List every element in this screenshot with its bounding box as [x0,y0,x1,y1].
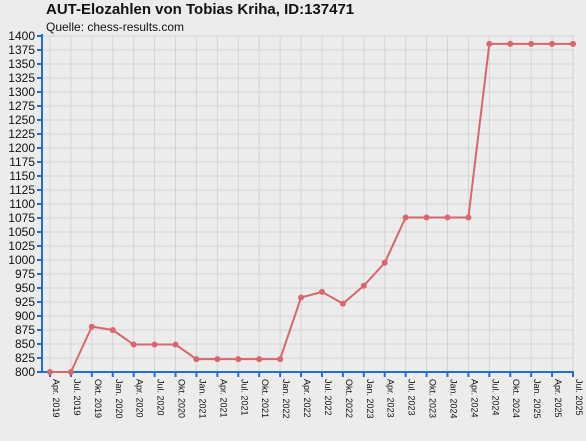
data-point [151,341,158,348]
y-tick-label: 1175 [9,155,35,169]
y-tick-label: 975 [15,267,35,281]
data-point [318,288,325,295]
data-point [256,356,263,363]
data-point [486,40,493,47]
x-tick-label: Jan. 2021 [197,379,207,419]
y-tick-label: 1100 [9,197,35,211]
data-point [277,356,284,363]
x-tick-label: Okt. 2020 [177,379,187,418]
y-tick-label: 1075 [8,211,35,225]
data-point [339,300,346,307]
y-tick-label: 1000 [8,253,35,267]
x-tick-label: Jul. 2020 [156,379,166,416]
x-tick-label: Jan. 2022 [281,379,291,419]
x-tick-label: Apr. 2020 [135,379,145,418]
y-tick-labels: 8008258508759009259509751000102510501075… [8,29,35,379]
x-tick-labels: Apr. 2019 Jul. 2019 Okt. 2019 Jan. 2020 Apr.… [51,379,584,419]
x-tick-label: Okt. 2019 [93,379,103,418]
x-tick-label: Jul. 2024 [490,379,500,416]
data-point [444,214,451,221]
series-line [50,42,573,373]
y-tick-label: 1400 [8,29,35,43]
y-tick-label: 1025 [8,239,35,253]
x-tick-label: Apr. 2025 [553,379,563,418]
x-tick-label: Jul. 2022 [323,379,333,416]
grid-lines [42,35,574,373]
chart-subtitle: Quelle: chess-results.com [46,20,185,34]
series-points [47,40,576,375]
y-tick-label: 850 [15,337,35,351]
chart-title: AUT-Elozahlen von Tobias Kriha, ID:13747… [46,1,355,18]
x-tick-label: Okt. 2022 [344,379,354,418]
x-tick-label: Jan. 2023 [365,379,375,419]
y-tick-label: 1375 [8,43,35,57]
y-tick-label: 1225 [8,127,35,141]
data-point [109,327,116,333]
data-point [47,369,53,375]
x-tick-label: Apr. 2022 [302,379,312,418]
data-point [381,259,388,266]
data-point [402,214,409,221]
y-tick-label: 900 [15,309,35,323]
x-tick-label: Okt. 2023 [428,379,438,418]
y-tick-label: 1300 [8,85,35,99]
data-point [130,341,137,348]
data-point [570,40,576,47]
x-tick-label: Okt. 2024 [511,379,521,418]
y-tick-label: 800 [15,365,35,379]
data-point [67,369,74,375]
x-tick-label: Jul. 2019 [72,379,82,416]
data-point [423,214,430,221]
x-tick-label: Apr. 2019 [51,379,61,418]
data-point [360,282,367,289]
y-tick-label: 1275 [8,99,35,113]
x-tick-label: Apr. 2023 [386,379,396,418]
x-tick-label: Jan. 2020 [114,379,124,419]
data-point [298,294,305,301]
x-tick-label: Jan. 2024 [448,379,458,419]
y-tick-label: 1150 [9,169,35,183]
y-tick-label: 1250 [8,113,35,127]
y-tick-label: 1200 [8,141,35,155]
y-tick-label: 875 [15,323,35,337]
data-point [235,356,242,363]
data-point [172,341,179,348]
x-tick-label: Jul. 2021 [239,379,249,416]
axes [37,34,574,377]
y-tick-label: 1125 [9,183,35,197]
y-tick-label: 1050 [8,225,35,239]
y-tick-label: 925 [15,295,35,309]
x-tick-label: Jan. 2025 [532,379,542,419]
data-point [214,356,221,363]
data-point [193,356,200,363]
data-point [465,214,472,221]
data-point [549,40,556,47]
y-tick-label: 825 [15,351,35,365]
y-tick-label: 1325 [8,71,35,85]
x-tick-label: Okt. 2021 [260,379,270,418]
y-tick-label: 1350 [8,57,35,71]
data-point [507,40,514,47]
series-line-path [50,42,573,373]
x-tick-label: Jul. 2023 [407,379,417,416]
data-point [88,323,95,330]
x-tick-label: Jul. 2025 [574,379,584,416]
x-tick-label: Apr. 2024 [469,379,479,418]
data-point [528,40,535,47]
x-tick-label: Apr. 2021 [218,379,228,418]
y-tick-label: 950 [15,281,35,295]
